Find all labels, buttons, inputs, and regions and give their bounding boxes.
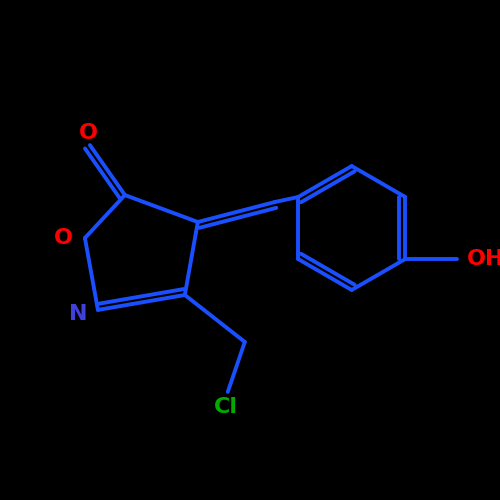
Text: O: O [54,228,72,248]
Text: OH: OH [466,249,500,269]
Text: Cl: Cl [214,397,238,417]
Text: O: O [78,123,98,143]
Text: N: N [68,304,87,324]
